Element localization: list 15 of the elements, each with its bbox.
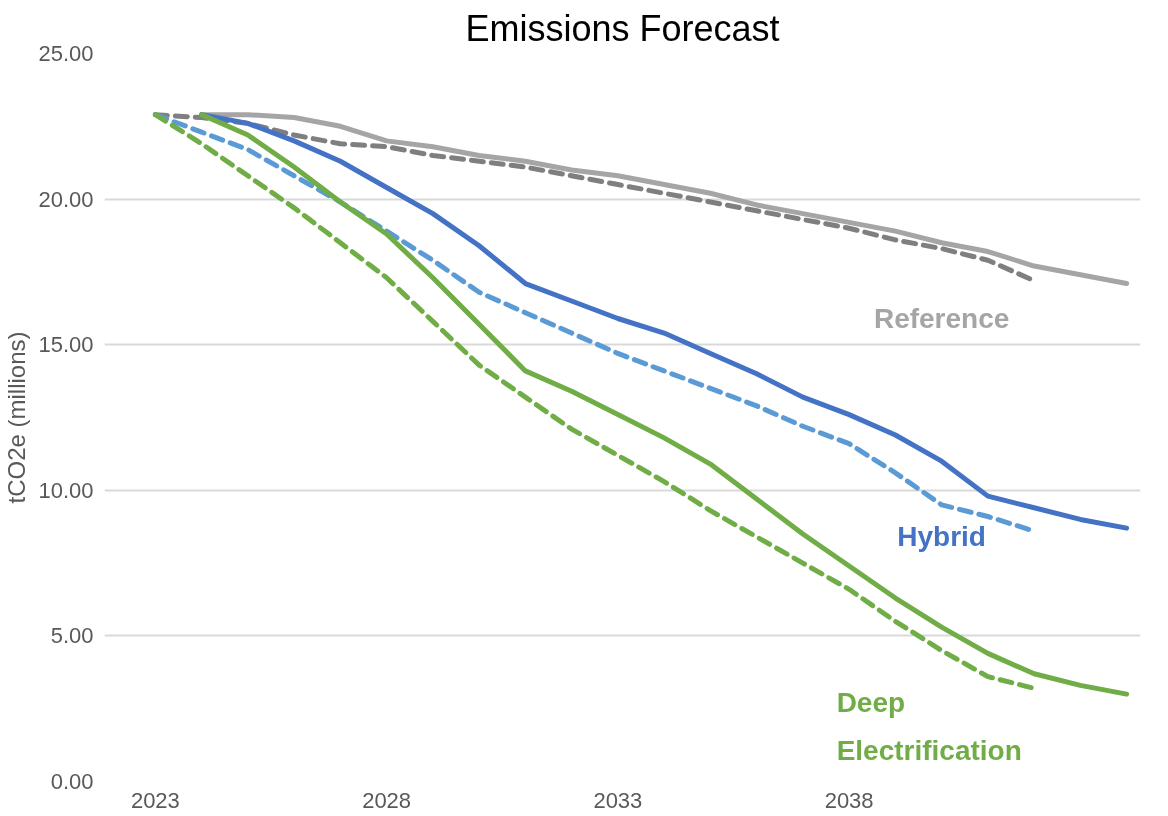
x-tick-label: 2028 xyxy=(362,787,412,813)
y-tick-label: 10.00 xyxy=(38,477,94,503)
x-tick-label: 2033 xyxy=(593,787,643,813)
series-label: Deep Electrification xyxy=(836,687,1022,767)
y-axis-title: tCO2e (millions) xyxy=(3,331,31,504)
series-label: Hybrid xyxy=(897,521,986,553)
y-tick-label: 5.00 xyxy=(50,623,94,649)
x-tick-label: 2023 xyxy=(130,787,180,813)
y-tick-label: 20.00 xyxy=(38,186,94,212)
series-label: Reference xyxy=(873,302,1010,334)
y-tick-label: 0.00 xyxy=(50,769,94,794)
y-tick-label: 25.00 xyxy=(38,41,94,66)
x-tick-label: 2038 xyxy=(824,787,874,813)
chart-title: Emissions Forecast xyxy=(465,7,780,49)
y-tick-label: 15.00 xyxy=(38,332,94,358)
